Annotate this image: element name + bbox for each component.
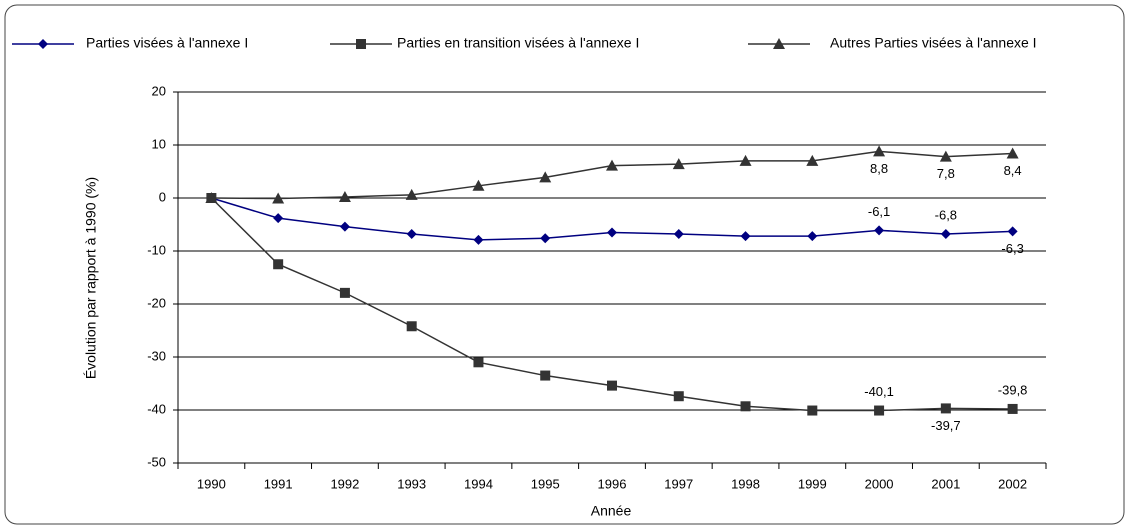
marker	[1007, 226, 1018, 237]
x-tick-label: 1999	[798, 476, 827, 491]
marker	[338, 190, 351, 202]
x-tick-label: 1995	[531, 476, 560, 491]
marker	[673, 391, 684, 402]
data-label: 8,8	[870, 161, 888, 176]
marker	[406, 321, 417, 332]
y-tick-label: 20	[152, 83, 166, 98]
marker	[807, 405, 818, 416]
y-tick-label: 0	[159, 189, 166, 204]
marker	[473, 234, 484, 245]
x-tick-label: 1998	[731, 476, 760, 491]
marker	[1007, 403, 1018, 414]
data-label: -39,8	[998, 382, 1028, 397]
legend: Parties visées à l'annexe I Parties en tr…	[12, 35, 1037, 51]
marker	[739, 154, 752, 166]
x-tick-label: 2000	[865, 476, 894, 491]
marker	[940, 229, 951, 240]
data-label: 8,4	[1004, 163, 1022, 178]
marker	[740, 231, 751, 242]
marker	[473, 357, 484, 368]
marker	[672, 158, 685, 170]
x-tick-label: 1990	[197, 476, 226, 491]
marker	[1006, 147, 1019, 159]
marker	[356, 39, 366, 49]
y-tick-label: -20	[147, 295, 166, 310]
marker	[740, 401, 751, 412]
chart-border	[4, 4, 1125, 525]
x-tick-label: 1991	[264, 476, 293, 491]
marker	[607, 380, 617, 391]
marker	[773, 38, 785, 49]
x-tick-label: 2001	[931, 476, 960, 491]
marker	[273, 259, 284, 270]
x-tick-label: 1997	[664, 476, 693, 491]
marker	[940, 403, 951, 414]
data-label: -6,1	[868, 204, 890, 219]
y-tick-label: -10	[147, 242, 166, 257]
marker	[540, 233, 551, 244]
legend-label: Parties visées à l'annexe I	[86, 35, 248, 51]
marker	[472, 179, 485, 191]
marker	[406, 229, 417, 240]
marker	[607, 227, 617, 238]
marker	[540, 370, 551, 381]
marker	[874, 405, 885, 416]
marker	[807, 231, 818, 242]
y-tick-label: -30	[147, 348, 166, 363]
marker	[405, 188, 418, 200]
data-label: -6,8	[935, 207, 957, 222]
legend-label: Parties en transition visées à l'annexe …	[397, 35, 639, 51]
marker	[874, 225, 885, 236]
y-axis-title: Évolution par rapport à 1990 (%)	[83, 177, 99, 379]
marker	[806, 154, 819, 166]
y-tick-label: 10	[152, 136, 166, 151]
data-label: -40,1	[864, 384, 894, 399]
marker	[339, 287, 350, 298]
marker	[38, 39, 48, 49]
y-tick-label: -40	[147, 401, 166, 416]
marker	[873, 145, 886, 157]
marker	[539, 171, 552, 183]
marker	[339, 221, 350, 232]
y-tick-label: -50	[147, 454, 166, 469]
x-tick-label: 1992	[330, 476, 359, 491]
marker	[273, 213, 284, 224]
marker	[272, 192, 285, 204]
marker	[205, 192, 218, 203]
marker	[673, 229, 684, 240]
data-label: -6,3	[1001, 241, 1023, 256]
x-tick-label: 1993	[397, 476, 426, 491]
x-tick-label: 2002	[998, 476, 1027, 491]
x-axis-title: Année	[591, 503, 632, 519]
x-tick-label: 1996	[598, 476, 627, 491]
marker	[939, 150, 952, 162]
marker	[606, 159, 618, 171]
data-label: -39,7	[931, 418, 961, 433]
x-tick-label: 1994	[464, 476, 493, 491]
data-label: 7,8	[937, 166, 955, 181]
legend-label: Autres Parties visées à l'annexe I	[830, 35, 1037, 51]
